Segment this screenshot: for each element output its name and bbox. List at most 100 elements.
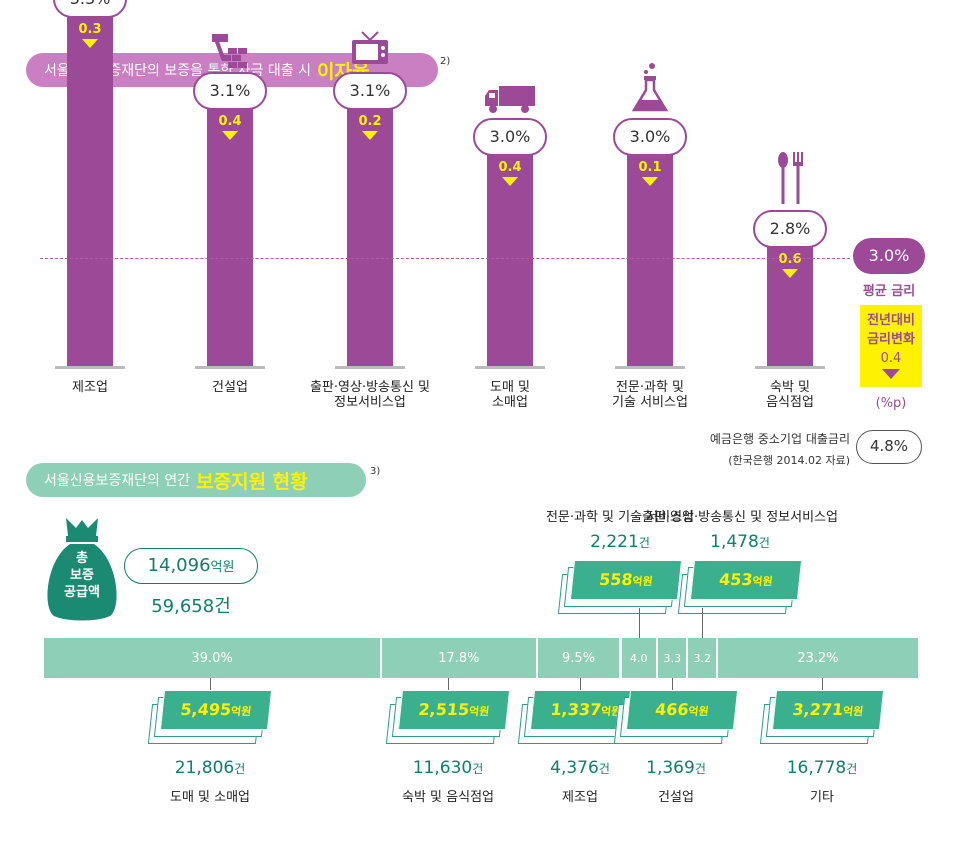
count-unit: 건	[758, 536, 770, 550]
rate-bar	[767, 228, 813, 366]
count-label: 16,778건	[762, 758, 882, 778]
section2-title-text: 서울신용보증재단의 연간	[44, 473, 191, 489]
category-label-line: 숙박 및	[769, 380, 810, 395]
amount-unit: 억원	[842, 705, 864, 718]
total-amount-unit: 억원	[210, 560, 235, 575]
money-stack: 3,271억원	[759, 690, 886, 748]
bar-baseline	[755, 366, 825, 369]
rate-change-label: 0.4	[487, 160, 533, 186]
category-label: 건설업	[160, 380, 300, 395]
callout-line	[210, 678, 211, 700]
amount-unit: 억원	[687, 705, 710, 718]
share-label: 4.0	[629, 651, 648, 665]
amount-label: 558억원	[569, 560, 683, 600]
total-label-line1: 총	[76, 551, 88, 566]
category-label: 숙박 및 음식점업	[720, 380, 860, 410]
amount-value: 3,271	[791, 700, 845, 719]
amount-unit: 억원	[631, 575, 654, 588]
amount-value: 2,515	[417, 700, 471, 719]
tv-icon	[350, 30, 390, 72]
callout-line	[702, 608, 704, 638]
segment-name: 전문·과학 및 기술 서비스업	[545, 510, 695, 525]
callout-line	[672, 678, 674, 700]
bar-baseline	[475, 366, 545, 369]
rate-bar	[487, 136, 533, 366]
amount-value: 558	[598, 570, 634, 589]
amount-unit: 억원	[468, 705, 490, 718]
amount-value: 453	[718, 570, 754, 589]
count-label: 1,369건	[616, 758, 736, 778]
share-label: 3.3	[663, 651, 681, 665]
bar-baseline	[615, 366, 685, 369]
down-arrow-icon	[502, 177, 518, 186]
count-value: 1,369	[646, 758, 695, 778]
section1-footnote: 2)	[440, 56, 451, 67]
section2-footnote: 3)	[370, 466, 381, 477]
rate-value-label: 3.1%	[333, 72, 407, 110]
amount-label: 466억원	[625, 690, 739, 730]
bank-note-line1: 예금은행 중소기업 대출금리	[709, 432, 850, 446]
share-segment: 3.3	[657, 638, 687, 678]
segment-name: 기타	[810, 790, 834, 805]
count-unit: 건	[234, 762, 246, 776]
rate-change-label: 0.4	[207, 114, 253, 140]
category-label-line: 출판·영상·방송통신 및	[309, 380, 431, 395]
share-label: 9.5%	[562, 650, 596, 666]
count-unit: 건	[846, 762, 858, 776]
segment-name: 도매 및 소매업	[169, 790, 251, 805]
segment-name: 제조업	[562, 790, 598, 805]
rate-change-label: 0.3	[67, 22, 113, 48]
category-label-line: 정보서비스업	[334, 395, 406, 410]
average-change-title-1: 전년대비	[867, 313, 915, 328]
share-segment: 39.0%	[44, 638, 381, 678]
money-stack: 5,495억원	[147, 690, 274, 748]
total-label: 총 보증 공급액	[42, 550, 122, 601]
rate-bar	[67, 0, 113, 367]
down-arrow-icon	[642, 177, 658, 186]
amount-label: 3,271억원	[771, 690, 885, 730]
count-label: 1,478건	[680, 532, 800, 552]
average-change-box: 전년대비 금리변화 0.4	[860, 305, 922, 387]
flask-icon	[630, 62, 670, 118]
rate-value-label: 3.1%	[193, 72, 267, 110]
amount-unit: 억원	[230, 705, 252, 718]
category-label: 도매 및 소매업	[440, 380, 580, 410]
count-value: 4,376	[550, 758, 599, 778]
share-label: 17.8%	[438, 650, 480, 666]
amount-value: 1,337	[549, 700, 603, 719]
share-label: 23.2%	[797, 650, 839, 666]
money-stack: 2,515억원	[385, 690, 512, 748]
count-unit: 건	[638, 536, 650, 550]
bar-baseline	[335, 366, 405, 369]
callout-line	[638, 608, 640, 638]
amount-unit: 억원	[751, 575, 774, 588]
average-line	[40, 258, 850, 259]
bank-note-value: 4.8%	[856, 430, 922, 464]
down-arrow-icon	[782, 269, 798, 278]
count-value: 11,630	[412, 758, 473, 778]
count-label: 21,806건	[150, 758, 270, 778]
section2-title: 서울신용보증재단의 연간 보증지원 현황	[26, 463, 366, 497]
spoon-fork-icon	[775, 150, 805, 210]
average-change-arrow	[882, 369, 900, 379]
down-arrow-icon	[222, 131, 238, 140]
segment-name: 건설업	[658, 790, 694, 805]
down-arrow-icon	[82, 39, 98, 48]
count-label: 11,630건	[388, 758, 508, 778]
count-unit: 건	[598, 762, 610, 776]
category-label-line: 기술 서비스업	[612, 395, 688, 410]
down-arrow-icon	[362, 131, 378, 140]
bank-note-line2: (한국은행 2014.02 자료)	[728, 454, 850, 467]
callout-line	[580, 678, 581, 700]
average-change-title-2: 금리변화	[867, 332, 915, 347]
rate-change-value: 0.6	[778, 252, 802, 267]
category-label: 전문·과학 및 기술 서비스업	[580, 380, 720, 410]
rate-bar	[627, 136, 673, 366]
count-label: 2,221건	[560, 532, 680, 552]
share-label: 3.2	[693, 651, 711, 665]
count-unit: 건	[472, 762, 484, 776]
total-label-line2: 보증	[70, 568, 94, 583]
amount-value: 5,495	[179, 700, 233, 719]
amount-label: 5,495억원	[159, 690, 273, 730]
amount-label: 453억원	[689, 560, 803, 600]
